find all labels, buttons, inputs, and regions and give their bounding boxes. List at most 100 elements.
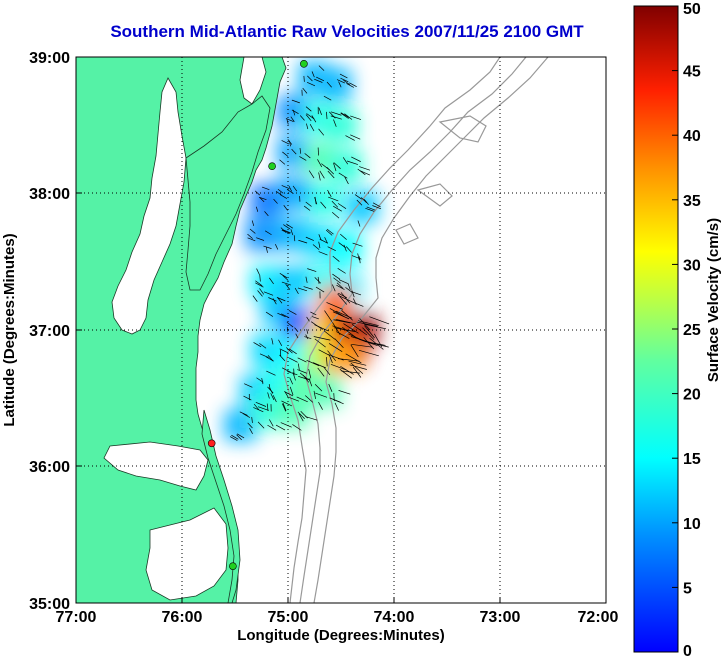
velocity-vector xyxy=(332,322,341,335)
velocity-vector xyxy=(249,228,256,234)
velocity-vector xyxy=(356,321,378,327)
velocity-vector xyxy=(351,156,361,162)
velocity-vector xyxy=(263,245,272,249)
velocity-vector xyxy=(328,343,343,352)
velocity-vector xyxy=(327,350,337,362)
velocity-vector xyxy=(320,201,327,209)
velocity-vector xyxy=(264,211,269,217)
velocity-vector xyxy=(297,369,307,374)
velocity-vector xyxy=(261,377,264,385)
velocity-vector xyxy=(282,402,287,411)
velocity-vector xyxy=(337,203,347,210)
velocity-vector xyxy=(255,282,264,288)
velocity-vector xyxy=(292,372,296,381)
velocity-vector xyxy=(312,244,320,250)
velocity-vector xyxy=(305,334,309,340)
velocity-vector xyxy=(269,419,274,427)
y-tick-label: 39:00 xyxy=(29,50,70,67)
velocity-vector xyxy=(340,77,349,83)
velocity-vector xyxy=(259,197,265,203)
velocity-vector xyxy=(281,400,293,407)
velocity-vector xyxy=(350,344,359,358)
velocity-cell xyxy=(346,191,379,224)
x-tick-label: 73:00 xyxy=(480,609,521,626)
velocity-vector xyxy=(269,277,274,285)
velocity-vector xyxy=(267,392,270,399)
velocity-vector xyxy=(317,276,320,284)
velocity-vector xyxy=(345,287,353,293)
velocity-vector xyxy=(298,239,308,244)
velocity-vector xyxy=(305,395,314,403)
velocity-vector xyxy=(285,223,294,229)
x-tick-label: 72:00 xyxy=(578,609,619,626)
velocity-cell xyxy=(330,150,363,183)
velocity-vector xyxy=(312,362,326,369)
velocity-vector xyxy=(341,370,360,374)
velocity-vector xyxy=(292,424,302,431)
bathymetry-contours xyxy=(283,57,549,603)
velocity-vector xyxy=(332,255,340,262)
velocity-cell xyxy=(325,109,357,142)
velocity-vector xyxy=(326,111,328,120)
velocity-vector xyxy=(342,157,349,165)
velocity-vector xyxy=(282,403,287,412)
velocity-vector xyxy=(236,433,245,439)
velocity-vector xyxy=(256,206,259,212)
velocity-vector xyxy=(314,324,329,332)
velocity-vector xyxy=(263,291,274,296)
velocity-vector xyxy=(318,251,328,256)
velocity-vector xyxy=(251,220,255,227)
velocity-vector xyxy=(277,312,286,318)
velocity-vector xyxy=(317,367,325,377)
velocity-vector xyxy=(332,273,341,280)
radar-station-marker xyxy=(229,562,237,570)
velocity-vector xyxy=(333,277,341,284)
velocity-vector xyxy=(281,140,290,145)
velocity-vector xyxy=(333,319,351,324)
velocity-vector xyxy=(298,376,311,381)
velocity-vector xyxy=(288,357,298,363)
velocity-vector xyxy=(257,290,263,297)
velocity-vector xyxy=(335,318,357,325)
velocity-vector xyxy=(253,342,262,348)
velocity-vector xyxy=(315,286,325,293)
velocity-vector xyxy=(328,383,333,392)
velocity-vector xyxy=(349,364,367,370)
velocity-vector xyxy=(243,395,252,401)
velocity-vector xyxy=(305,201,312,207)
velocity-vector xyxy=(282,275,289,281)
velocity-vector xyxy=(229,436,238,441)
velocity-cell xyxy=(319,286,352,319)
velocity-vector xyxy=(340,112,350,119)
velocity-vector xyxy=(288,185,293,192)
velocity-vector xyxy=(268,297,277,302)
velocity-vector xyxy=(281,185,290,190)
velocity-vector xyxy=(366,206,376,211)
velocity-vector xyxy=(285,118,294,122)
velocity-vector xyxy=(287,139,293,145)
velocity-vector xyxy=(283,205,288,211)
velocity-vector xyxy=(266,403,269,411)
velocity-vector xyxy=(258,406,269,411)
velocity-vector xyxy=(314,338,326,348)
colorbar-tick-label: 40 xyxy=(683,128,701,145)
radar-station-marker xyxy=(268,162,276,170)
velocity-vector xyxy=(357,253,360,261)
velocity-vector xyxy=(369,316,390,325)
velocity-vector xyxy=(333,119,337,127)
velocity-vectors xyxy=(229,65,390,441)
velocity-vector xyxy=(333,205,342,212)
velocity-vector xyxy=(342,327,357,338)
velocity-vector xyxy=(305,106,312,112)
delaware-bay xyxy=(239,57,267,105)
velocity-vector xyxy=(308,170,315,179)
velocity-vector xyxy=(336,79,346,84)
velocity-vector xyxy=(334,338,344,349)
grid-lines xyxy=(76,57,606,603)
velocity-vector xyxy=(231,434,239,440)
velocity-cell xyxy=(319,68,352,101)
velocity-vector xyxy=(345,135,355,141)
velocity-vector xyxy=(256,237,265,241)
velocity-vector xyxy=(247,233,253,239)
velocity-vector xyxy=(314,78,323,83)
